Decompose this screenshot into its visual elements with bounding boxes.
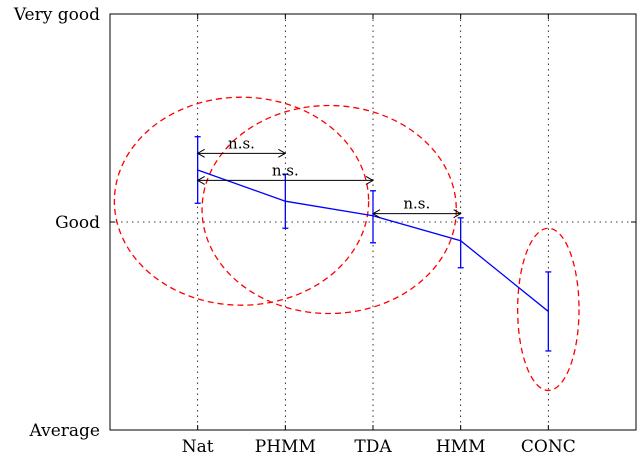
cluster-ellipse xyxy=(516,227,580,392)
axes xyxy=(109,13,637,431)
ns-arrowhead-right xyxy=(453,209,462,219)
significance-annotations: n.s. n.s. n.s. xyxy=(196,134,462,219)
ns-arrowhead-right xyxy=(278,148,287,158)
cluster-ellipse xyxy=(201,104,457,315)
grid-lines xyxy=(110,14,636,430)
ns-arrowhead-right xyxy=(365,175,375,185)
cluster-ellipse xyxy=(113,96,370,306)
x-tick-label: PHMM xyxy=(255,437,316,457)
tick-labels: Nat PHMM TDA HMM CONC Average Good Very good xyxy=(13,5,576,457)
ns-label: n.s. xyxy=(272,161,299,179)
x-tick-label: CONC xyxy=(521,437,576,457)
series-line xyxy=(194,136,552,352)
cluster-ellipses xyxy=(113,96,580,392)
ns-label: n.s. xyxy=(228,134,255,152)
x-tick-label: TDA xyxy=(354,437,392,457)
y-tick-label: Average xyxy=(29,421,100,441)
ns-arrowhead-left xyxy=(371,209,381,219)
x-tick-label: Nat xyxy=(182,437,214,457)
x-tick-label: HMM xyxy=(436,437,486,457)
ns-arrowhead-left xyxy=(196,148,205,158)
y-tick-label: Very good xyxy=(13,5,100,25)
ns-label: n.s. xyxy=(403,195,430,213)
ns-arrowhead-left xyxy=(196,175,205,185)
y-tick-label: Good xyxy=(55,213,100,233)
